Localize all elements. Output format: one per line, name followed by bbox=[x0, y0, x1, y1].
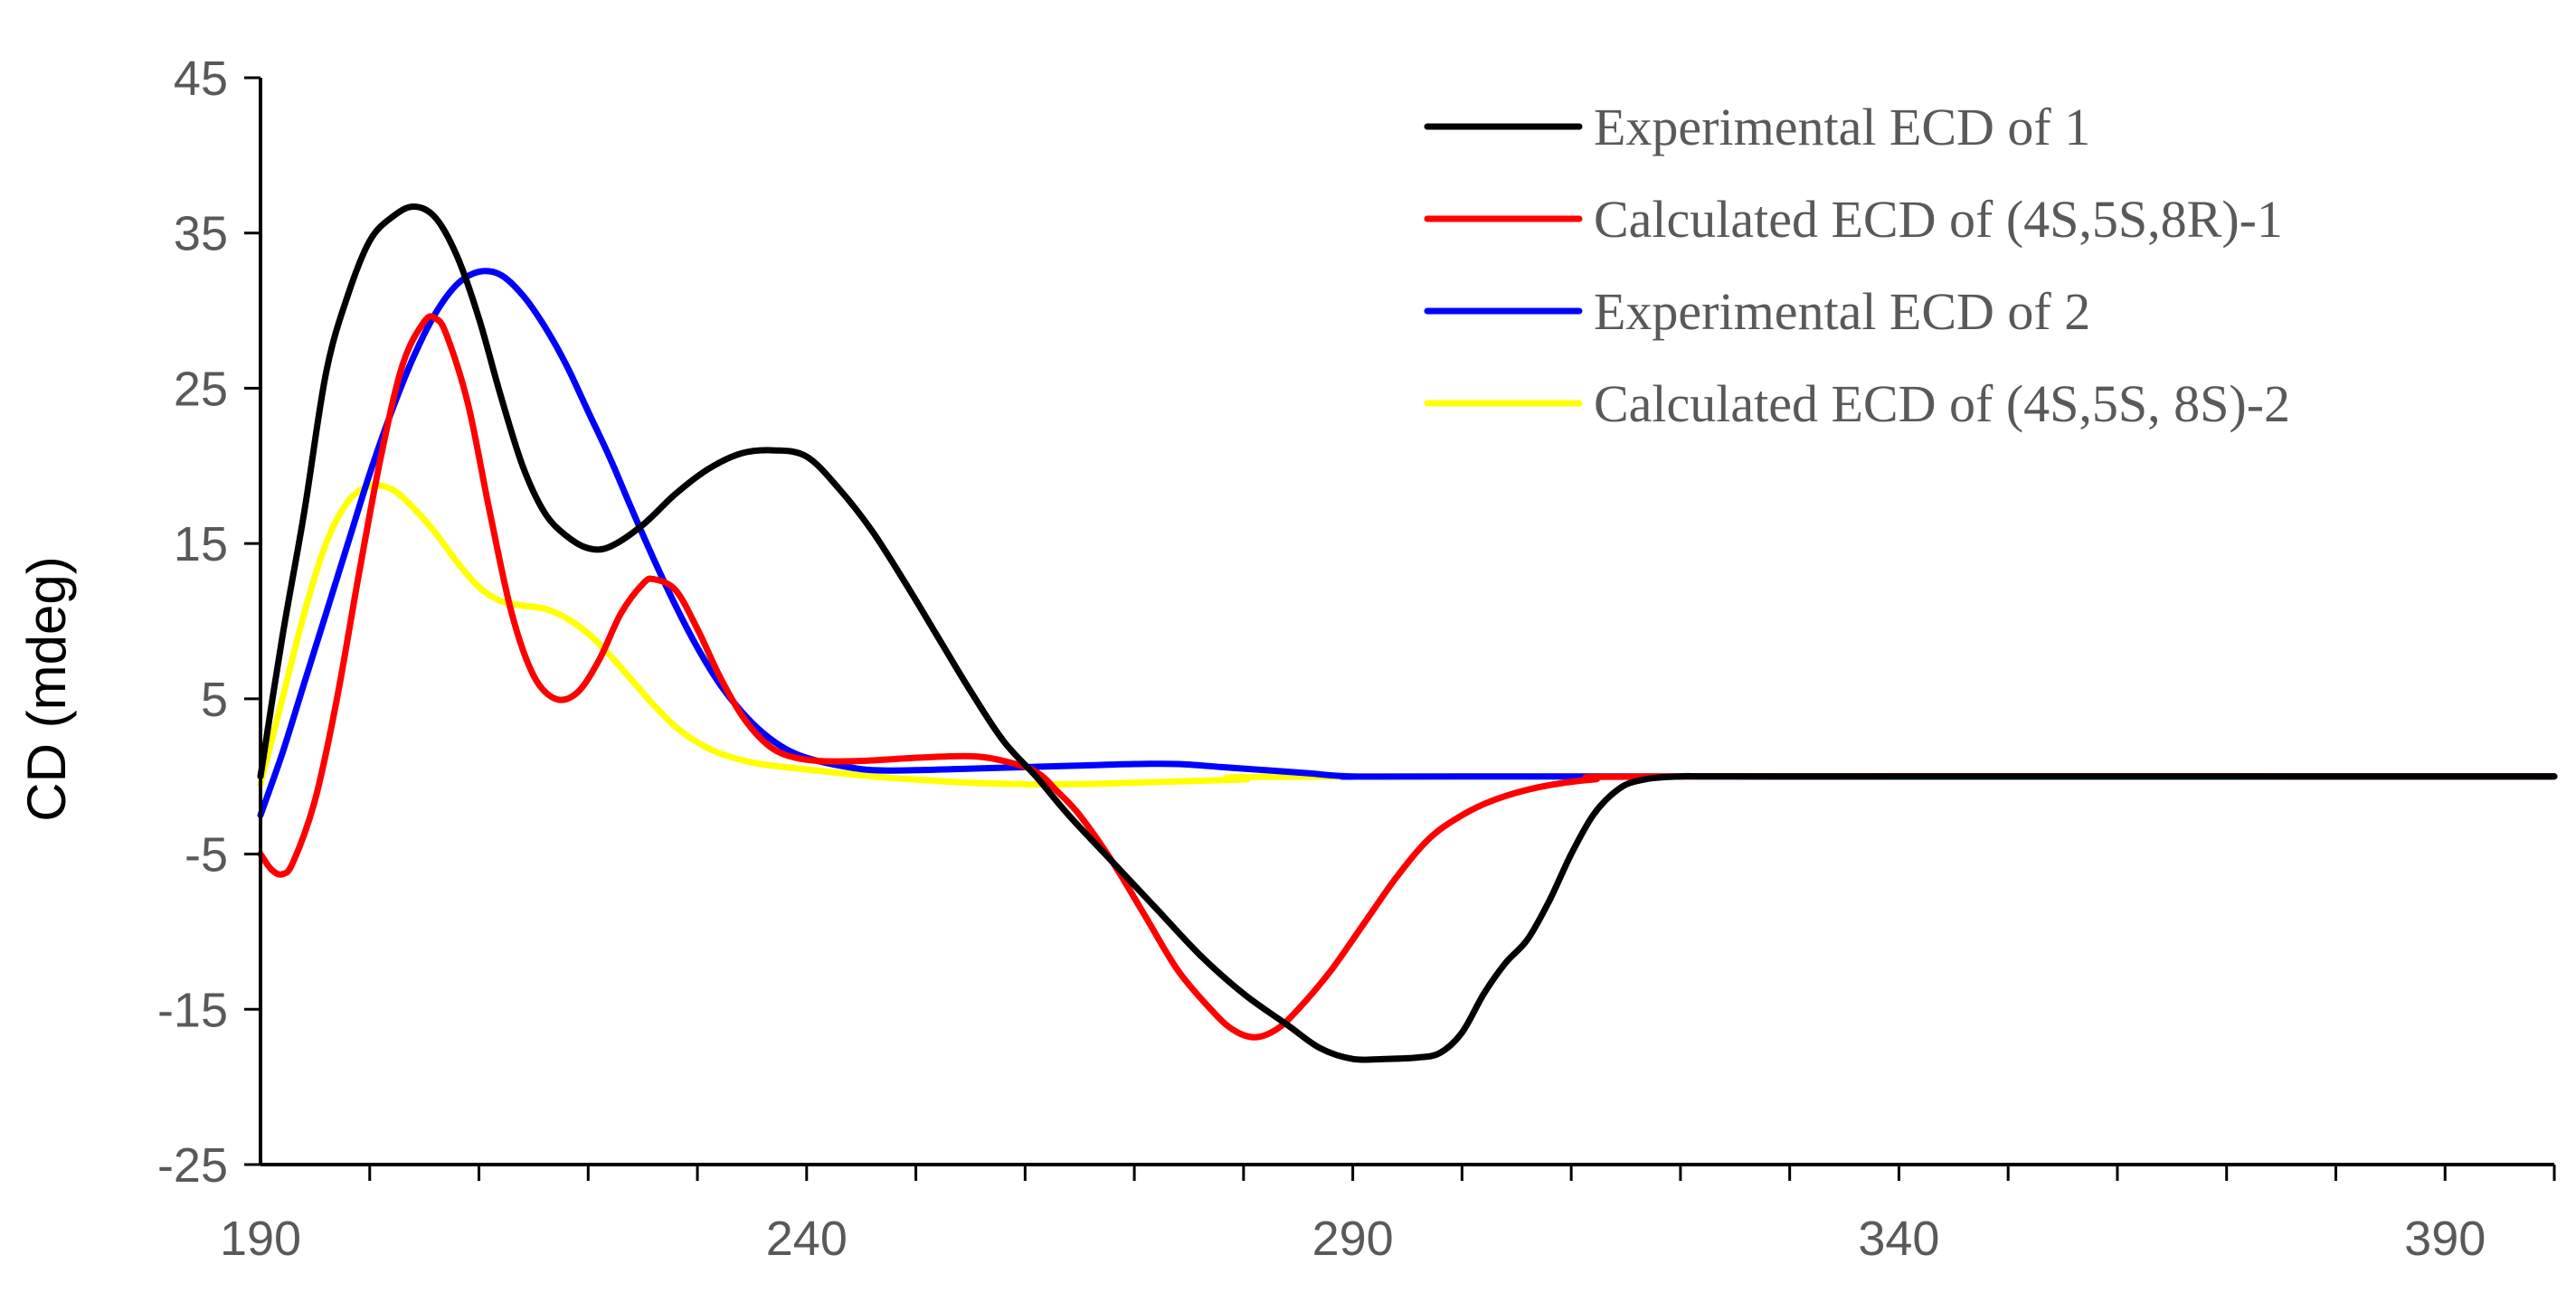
y-axis-title: CD (mdeg) bbox=[16, 556, 77, 821]
series-line-3 bbox=[257, 268, 2558, 819]
y-tick-label: 45 bbox=[174, 52, 228, 106]
x-tick-label: 390 bbox=[2404, 1212, 2486, 1266]
ticks-layer: 45 35 25 15 5 -5 -15 -25 190 240 290 340 390 bbox=[157, 52, 2556, 1266]
series-line-1 bbox=[257, 203, 2558, 1063]
x-tick-label: 190 bbox=[220, 1212, 301, 1266]
x-tick-label: 340 bbox=[1858, 1212, 1939, 1266]
series-line-4 bbox=[257, 482, 2558, 788]
x-tick-label: 290 bbox=[1312, 1212, 1394, 1266]
legend-label-4: Calculated ECD of (4S,5S, 8S)-2 bbox=[1594, 374, 2290, 433]
y-tick-label: -5 bbox=[185, 828, 228, 882]
legend-label-2: Calculated ECD of (4S,5S,8R)-1 bbox=[1594, 190, 2283, 249]
axes-layer bbox=[259, 78, 2554, 1166]
y-tick-label: 25 bbox=[174, 362, 228, 416]
y-tick-label: 35 bbox=[174, 207, 228, 261]
x-tick-label: 240 bbox=[766, 1212, 848, 1266]
legend-label-1: Experimental ECD of 1 bbox=[1594, 98, 2090, 156]
legend-label-3: Experimental ECD of 2 bbox=[1594, 282, 2090, 341]
legend: Experimental ECD of 1 Calculated ECD of (… bbox=[1424, 98, 2290, 433]
y-tick-label: 15 bbox=[174, 517, 228, 571]
series-line-2 bbox=[257, 313, 2558, 1041]
series-layer bbox=[257, 203, 2558, 1063]
y-tick-label: -25 bbox=[157, 1138, 228, 1193]
y-tick-label: 5 bbox=[201, 673, 228, 727]
y-tick-label: -15 bbox=[157, 983, 228, 1037]
